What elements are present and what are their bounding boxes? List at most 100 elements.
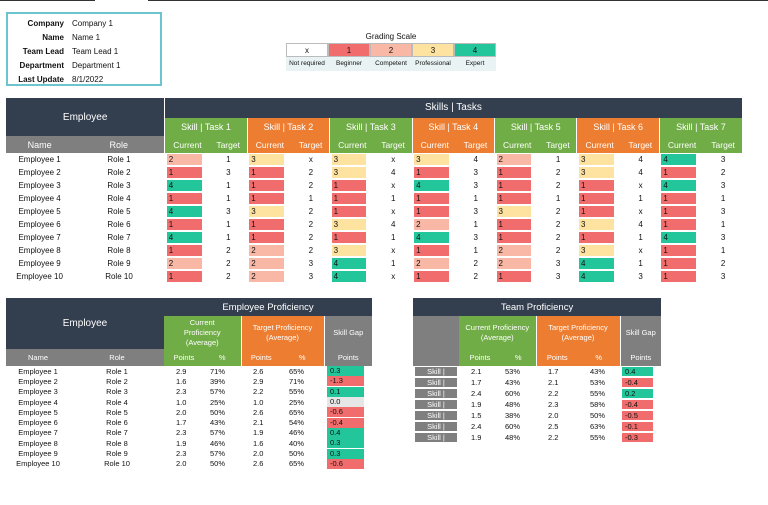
current-level-cell: 2: [165, 257, 210, 270]
table-row: Skill | 2.4 60% 2.2 55% 0.2: [413, 388, 661, 399]
skill-gap-value: 0.3: [327, 448, 365, 459]
current-column-header: Current: [494, 136, 540, 153]
target-level: 1: [391, 194, 396, 203]
current-level: 1: [249, 193, 284, 204]
target-points: 2.1: [253, 418, 264, 428]
target-points: 2.9: [253, 376, 264, 386]
target-level: 2: [226, 259, 231, 268]
current-level-cell: 1: [165, 192, 210, 205]
target-level: 2: [555, 233, 561, 242]
skill-gap-value: 0.1: [327, 386, 365, 397]
current-level-cell: 4: [659, 231, 704, 244]
employee-role: Role 2: [106, 376, 128, 386]
current-level-cell: 1: [247, 192, 292, 205]
grading-level-value: 4: [454, 43, 496, 57]
current-points: 2.3: [176, 449, 187, 459]
employee-header: Employee: [6, 98, 165, 136]
current-level: 3: [331, 167, 367, 178]
skill-gap-cell: 0.3: [324, 438, 372, 449]
current-points: 2.3: [176, 428, 187, 438]
target-column-header: Target: [374, 136, 413, 153]
target-level: 2: [720, 259, 726, 268]
current-level-cell: 4: [412, 179, 457, 192]
target-level: 4: [391, 220, 396, 229]
current-level-cell: 3: [330, 244, 375, 257]
skill-gap-value: -0.3: [622, 433, 654, 442]
grading-level-label: Expert: [454, 57, 496, 71]
employee-name: Employee 9: [18, 259, 61, 268]
employee-role: Role 3: [106, 387, 128, 397]
current-percent: 57%: [210, 428, 226, 438]
employee-name: Employee 9: [18, 449, 58, 459]
points-column-header: Points: [459, 349, 501, 366]
table-row: Employee 6 Role 6 1.7 43% 2.1 54% -0.4: [6, 417, 372, 428]
current-level-cell: 1: [165, 244, 210, 257]
current-level: 3: [578, 219, 614, 230]
skill-gap-value: -1.3: [327, 376, 365, 387]
target-percent: 71%: [289, 376, 305, 386]
current-points: 1.7: [471, 378, 482, 387]
skill-label: Skill |: [415, 422, 457, 431]
skill-gap-value: -0.4: [622, 378, 654, 387]
current-level: 3: [578, 245, 614, 256]
current-level-cell: 4: [330, 257, 375, 270]
target-level: 2: [473, 272, 478, 281]
points-column-header: Points: [164, 349, 204, 366]
employee-name: Employee 2: [18, 376, 58, 386]
info-key: Department: [19, 60, 64, 70]
current-level: 3: [496, 206, 532, 217]
current-points: 2.4: [471, 422, 482, 431]
info-value: Team Lead 1: [72, 46, 119, 56]
skill-gap-cell: 0.3: [324, 448, 372, 459]
employee-name: Employee 4: [18, 397, 58, 407]
current-level-cell: 3: [412, 153, 457, 166]
target-level: 2: [308, 181, 314, 190]
current-level: 4: [578, 258, 614, 269]
skill-gap-cell: -0.6: [324, 458, 372, 469]
skill-gap-value: -0.6: [327, 458, 365, 469]
skill-gap-value: -0.6: [327, 407, 365, 418]
target-column-header: Target: [292, 136, 330, 153]
current-level: 1: [331, 232, 367, 243]
skill-gap-value: 0.3: [327, 438, 365, 449]
target-level: 1: [226, 194, 231, 203]
current-percent: 50%: [210, 407, 226, 417]
table-row: Skill | 2.1 53% 1.7 43% 0.4: [413, 366, 661, 377]
table-row: Employee 5 Role 5 2.0 50% 2.6 65% -0.6: [6, 407, 372, 418]
target-points: 2.2: [253, 387, 264, 397]
target-level: 2: [555, 207, 561, 216]
table-row: Employee 2 Role 2 1.6 39% 2.9 71% -1.3: [6, 376, 372, 387]
employee-name: Employee 5: [18, 207, 61, 216]
skill-gap-value: 0.2: [622, 389, 654, 398]
target-level: 2: [555, 168, 561, 177]
target-percent: 55%: [289, 387, 305, 397]
target-level: 3: [555, 272, 561, 281]
name-column-header: Name: [6, 349, 70, 366]
current-level-cell: 3: [330, 166, 375, 179]
current-level-cell: 1: [330, 192, 375, 205]
target-level: 1: [638, 233, 643, 242]
company-info-panel: Company Company 1 Name Name 1 Team Lead Team …: [6, 12, 162, 86]
percent-column-header: %: [204, 349, 241, 366]
grading-scale-title: Grading Scale: [365, 32, 417, 41]
skill-gap-cell: -0.3: [620, 432, 661, 443]
employee-role: Role 6: [107, 220, 131, 229]
current-level-cell: 1: [495, 231, 540, 244]
current-level: 1: [578, 206, 614, 217]
employee-role: Role 4: [106, 397, 128, 407]
grading-level: 2 Competent: [370, 43, 412, 71]
target-level: 1: [473, 246, 478, 255]
target-column-header: Target: [209, 136, 248, 153]
current-column-header: Current: [164, 136, 210, 153]
target-level: 1: [720, 220, 726, 229]
employee-name: Employee 2: [18, 168, 61, 177]
target-points: 2.6: [253, 407, 264, 417]
target-points: 2.1: [548, 378, 559, 387]
skill-label-cell: Skill |: [413, 377, 459, 388]
current-points: 2.1: [471, 367, 482, 376]
current-level: 3: [578, 154, 614, 165]
target-points: 2.0: [548, 411, 559, 420]
target-column-header: Target: [539, 136, 577, 153]
current-level-cell: 1: [165, 270, 210, 283]
team-skill-header-blank: [413, 316, 459, 366]
